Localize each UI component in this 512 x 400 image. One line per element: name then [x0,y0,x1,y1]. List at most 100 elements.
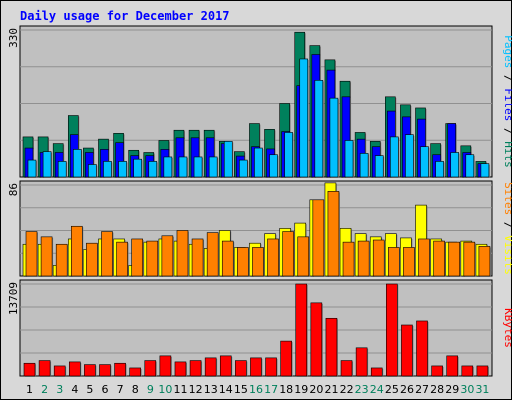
x-tick-label-30: 30 [460,383,474,396]
bar-pages-day-15 [239,159,248,178]
x-tick-label-28: 28 [430,383,444,396]
bar-pages-day-18 [284,132,293,178]
bar-sites-day-7 [116,241,128,277]
bar-sites-day-3 [55,243,68,277]
bar-sites-day-28 [433,240,445,277]
legend-entry: Pages [502,35,512,68]
x-tick-label-3: 3 [56,383,63,396]
bar-pages-day-9 [148,161,158,178]
x-tick-label-27: 27 [415,383,429,396]
bar-pages-day-4 [72,149,82,178]
bar-kbytes-day-20 [310,302,323,377]
x-tick-label-13: 13 [204,383,218,396]
bar-kbytes-day-2 [38,360,51,377]
bar-pages-day-22 [344,140,354,178]
bar-pages-day-10 [163,156,173,178]
bar-sites-day-27 [418,238,430,277]
x-tick-label-10: 10 [158,383,172,396]
x-tick-label-5: 5 [86,383,93,396]
bar-kbytes-day-12 [189,360,202,377]
x-tick-label-11: 11 [174,383,188,396]
bar-sites-day-29 [448,241,461,277]
bar-sites-day-25 [388,247,400,277]
legend-entry: Visits [502,235,512,275]
x-tick-label-14: 14 [219,383,233,396]
legend-entry: Sites [502,182,512,215]
panel-legend: KBytes [502,308,512,348]
bar-sites-day-5 [86,242,98,277]
bar-kbytes-day-14 [219,355,232,377]
panel-visits-sites: 86 Sites / Visits [7,180,512,277]
x-tick-label-19: 19 [294,383,308,396]
bar-pages-day-30 [465,154,475,178]
x-tick-label-1: 1 [26,383,33,396]
bar-pages-day-20 [314,80,324,178]
x-tick-label-2: 2 [41,383,48,396]
legend-entry: KBytes [502,308,512,348]
bar-sites-day-14 [221,240,234,277]
bar-pages-day-13 [208,156,218,178]
bar-pages-day-12 [193,156,203,178]
x-tick-label-16: 16 [249,383,263,396]
bar-sites-day-8 [131,238,143,277]
legend-entry: / [502,215,512,235]
legend-entry: / [502,68,512,88]
bar-kbytes-day-10 [159,355,172,377]
bar-pages-day-6 [103,161,112,178]
x-tick-label-9: 9 [147,383,154,396]
bar-sites-day-21 [327,191,340,277]
panel-max-label: 86 [7,183,20,196]
x-tick-label-4: 4 [71,383,78,396]
bar-kbytes-day-7 [114,362,126,377]
bar-kbytes-day-9 [144,360,157,377]
legend-entry: / [502,121,512,141]
panel-legend: Sites / Visits [502,182,512,275]
bar-sites-day-1 [25,231,38,277]
legend-entry: Hits [502,141,512,168]
bar-kbytes-day-19 [295,283,308,377]
bar-sites-day-9 [146,240,159,277]
bar-kbytes-day-16 [250,357,262,377]
bar-kbytes-day-29 [446,355,459,377]
bar-sites-day-22 [342,241,355,277]
bar-kbytes-day-3 [53,365,66,377]
x-tick-label-22: 22 [340,383,354,396]
x-tick-label-17: 17 [264,383,278,396]
bar-pages-day-16 [254,147,263,178]
bar-kbytes-day-22 [340,360,353,377]
bar-sites-day-19 [297,236,310,277]
bar-sites-day-20 [312,199,325,277]
bar-kbytes-day-1 [23,362,36,377]
bar-pages-day-29 [450,152,460,178]
bar-pages-day-7 [118,161,127,178]
bar-kbytes-day-4 [68,361,81,377]
bar-pages-day-8 [133,158,142,178]
bar-sites-day-16 [252,247,264,277]
x-tick-label-23: 23 [355,383,369,396]
bar-pages-day-24 [374,155,384,178]
bar-pages-day-17 [269,154,278,178]
x-tick-label-20: 20 [309,383,323,396]
bar-sites-day-2 [40,236,53,277]
bar-sites-day-24 [372,239,385,277]
bar-kbytes-day-26 [401,324,413,377]
bar-kbytes-day-27 [416,320,428,377]
bar-sites-day-10 [161,235,174,277]
chart-panels: 330 Pages / Files / Hits 86 Sites / Visits 1… [7,25,512,377]
bar-pages-day-14 [223,141,233,178]
x-tick-label-7: 7 [117,383,124,396]
x-tick-label-25: 25 [385,383,399,396]
x-tick-label-12: 12 [189,383,203,396]
bar-sites-day-17 [267,238,279,277]
bar-pages-day-25 [390,136,399,178]
bar-sites-day-18 [282,231,294,277]
bar-kbytes-day-21 [325,317,338,377]
x-tick-label-18: 18 [279,383,293,396]
x-tick-label-29: 29 [445,383,459,396]
panel-max-label: 330 [7,28,20,48]
bar-pages-day-2 [42,151,52,178]
panel-max-label: 13709 [7,282,20,315]
bar-kbytes-day-15 [235,360,247,377]
bar-kbytes-day-6 [99,364,111,377]
chart-title: Daily usage for December 2017 [20,9,230,23]
